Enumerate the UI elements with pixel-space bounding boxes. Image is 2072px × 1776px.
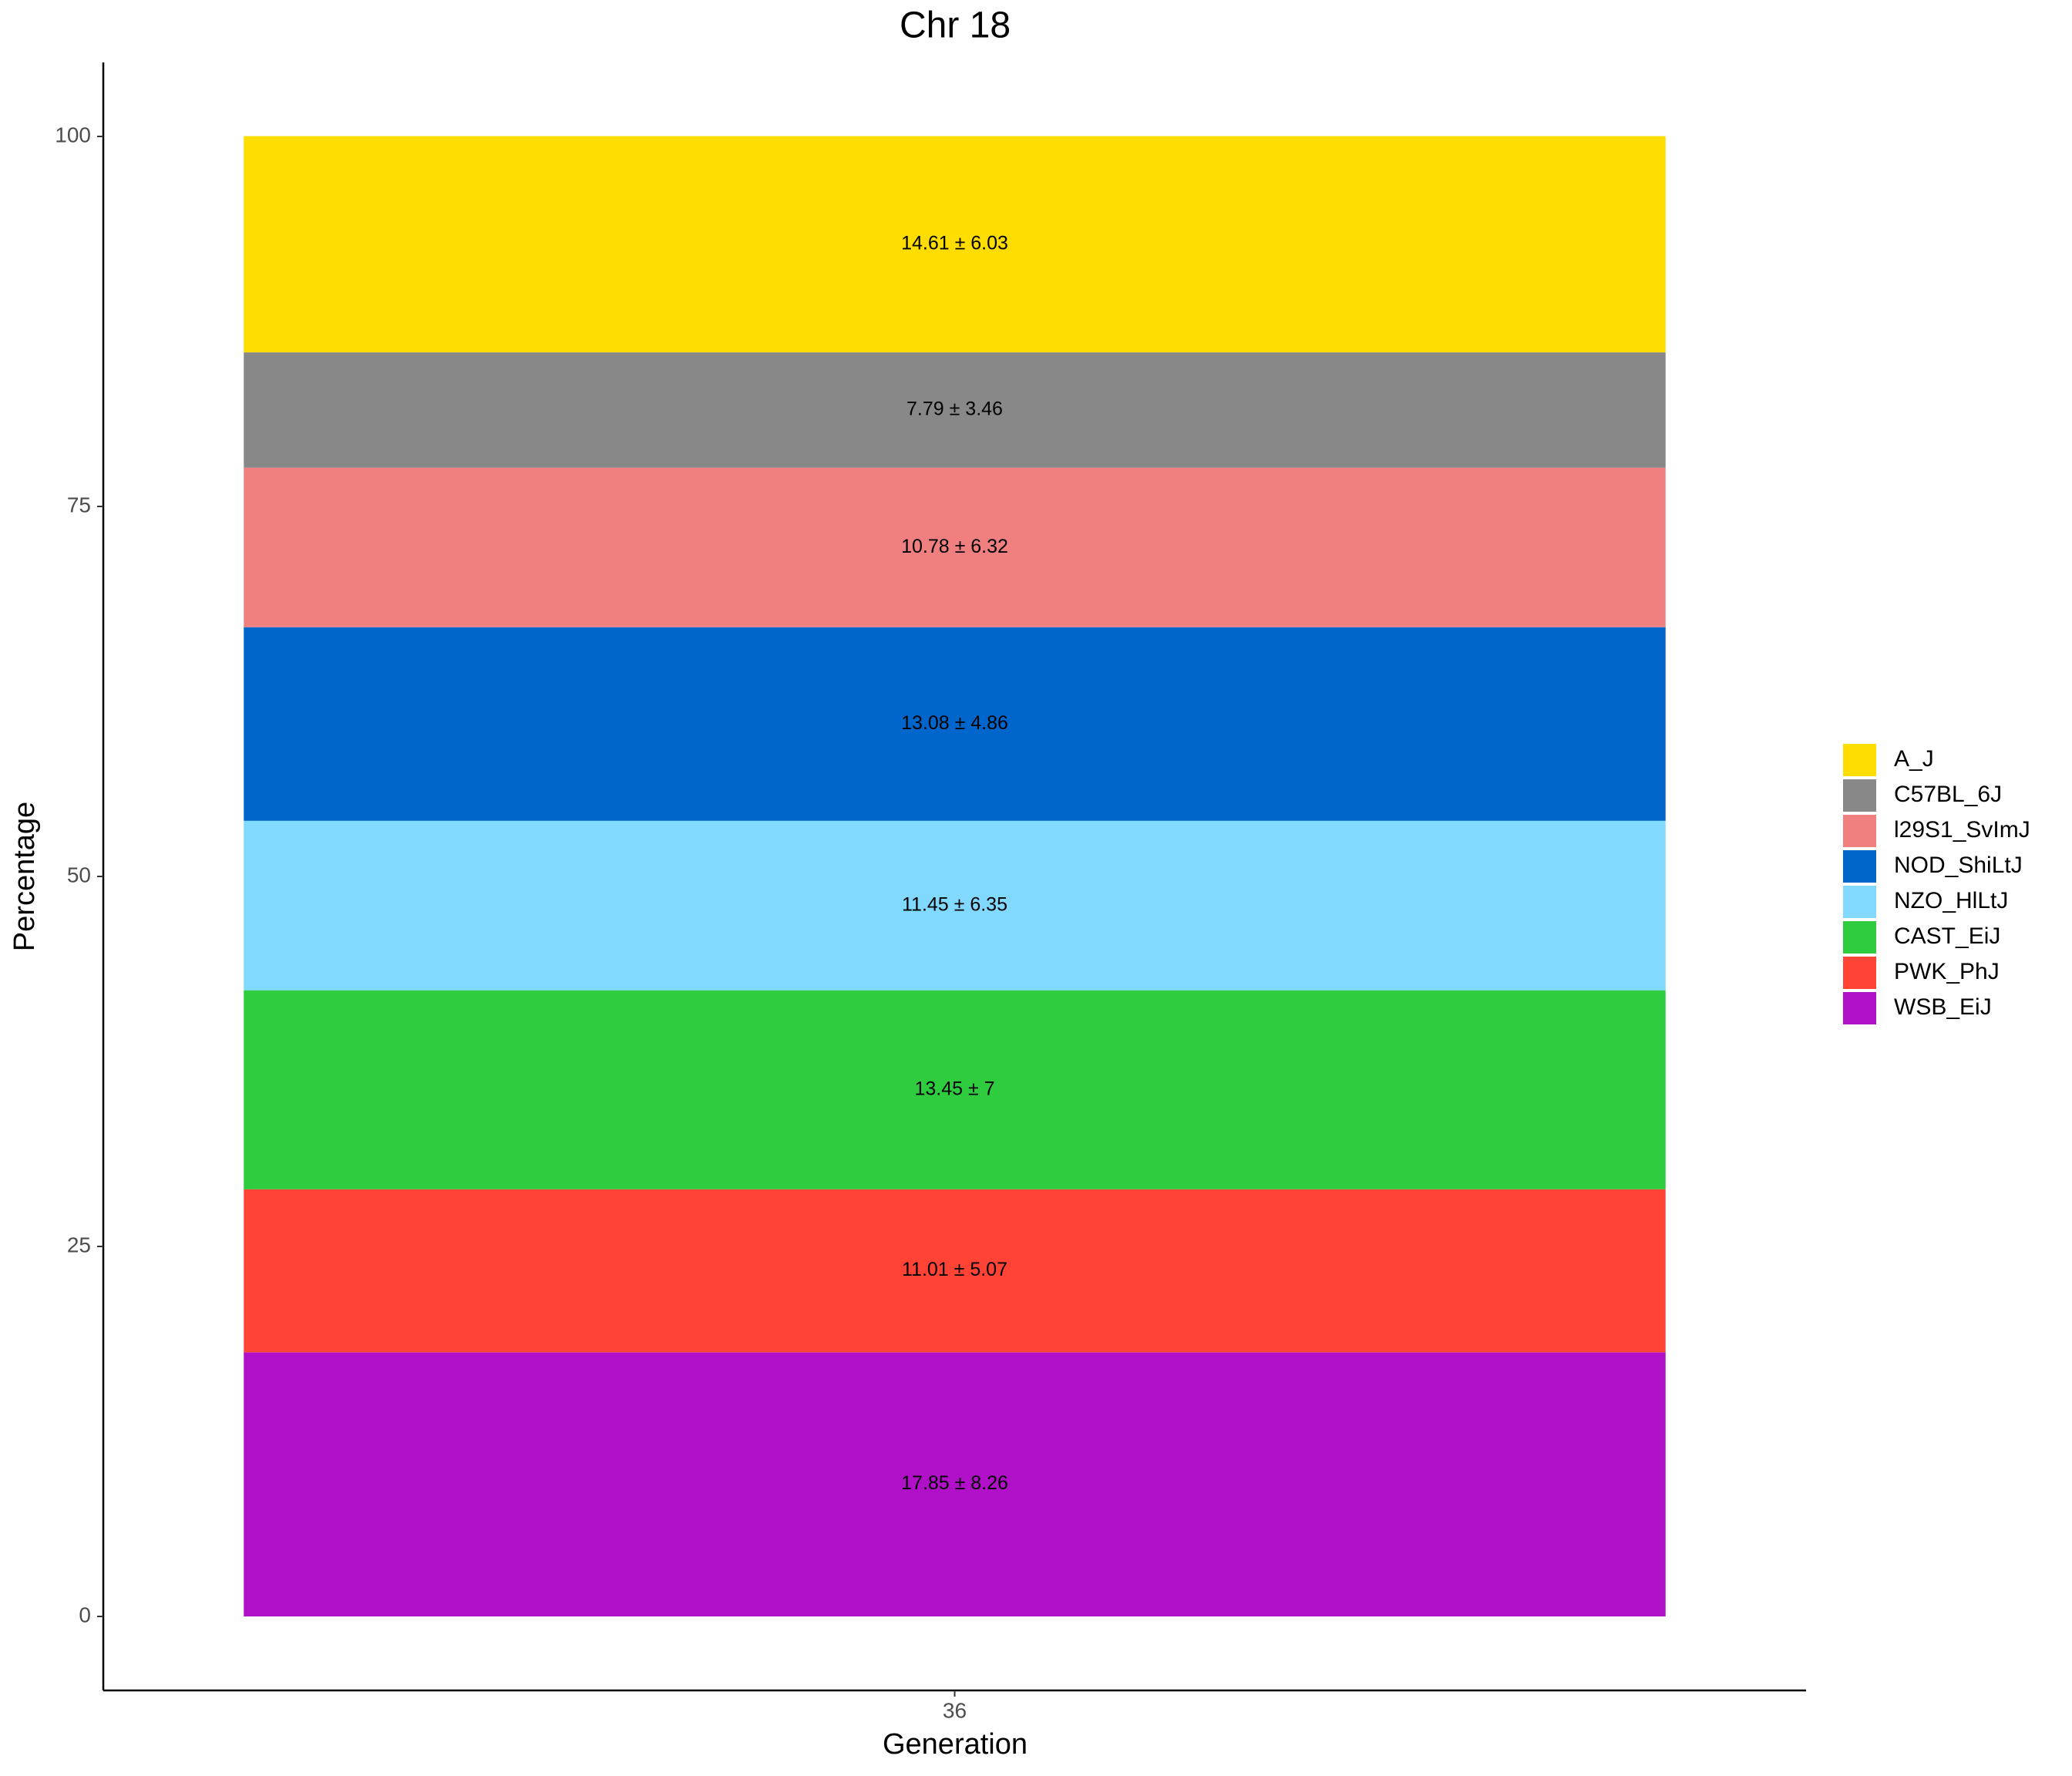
- y-axis-label: Percentage: [8, 802, 41, 951]
- bar-segment: [244, 467, 1666, 627]
- y-tick-label: 100: [55, 123, 91, 146]
- legend-swatch: [1843, 815, 1876, 847]
- legend-label: NZO_HlLtJ: [1894, 888, 2008, 913]
- y-tick-label: 0: [79, 1603, 91, 1626]
- legend-swatch: [1843, 992, 1876, 1024]
- legend-swatch: [1843, 779, 1876, 812]
- x-axis-label: Generation: [883, 1728, 1028, 1761]
- value-label: 14.61 ± 6.03: [901, 232, 1008, 254]
- bar-segment: [244, 1352, 1666, 1616]
- legend-label: PWK_PhJ: [1894, 959, 2000, 984]
- bar-segment: [244, 136, 1666, 353]
- value-label: 7.79 ± 3.46: [906, 399, 1003, 420]
- value-label: 10.78 ± 6.32: [901, 536, 1008, 557]
- legend-label: C57BL_6J: [1894, 782, 2002, 807]
- legend-label: l29S1_SvImJ: [1894, 817, 2030, 843]
- value-label: 13.08 ± 4.86: [901, 712, 1008, 734]
- legend-label: CAST_EiJ: [1894, 923, 2000, 949]
- bar-segment: [244, 1189, 1666, 1353]
- legend-swatch: [1843, 921, 1876, 954]
- legend-label: WSB_EiJ: [1894, 994, 1992, 1020]
- legend-swatch: [1843, 744, 1876, 776]
- y-tick-label: 25: [67, 1233, 91, 1256]
- y-tick-label: 50: [67, 863, 91, 886]
- bar-segment: [244, 820, 1666, 991]
- bar-segment: [244, 352, 1666, 468]
- bar-segment: [244, 990, 1666, 1189]
- value-label: 11.01 ± 5.07: [902, 1259, 1007, 1280]
- legend-label: A_J: [1894, 746, 1934, 772]
- legend-swatch: [1843, 850, 1876, 883]
- value-label: 11.45 ± 6.35: [902, 893, 1007, 915]
- legend-swatch: [1843, 957, 1876, 989]
- value-label: 17.85 ± 8.26: [901, 1472, 1008, 1494]
- legend-swatch: [1843, 886, 1876, 918]
- chart-title: Chr 18: [900, 5, 1011, 46]
- y-tick-label: 75: [67, 493, 91, 516]
- legend-label: NOD_ShiLtJ: [1894, 853, 2023, 878]
- bar-segment: [244, 627, 1666, 821]
- value-label: 13.45 ± 7: [914, 1078, 994, 1099]
- x-tick-label: 36: [943, 1698, 967, 1722]
